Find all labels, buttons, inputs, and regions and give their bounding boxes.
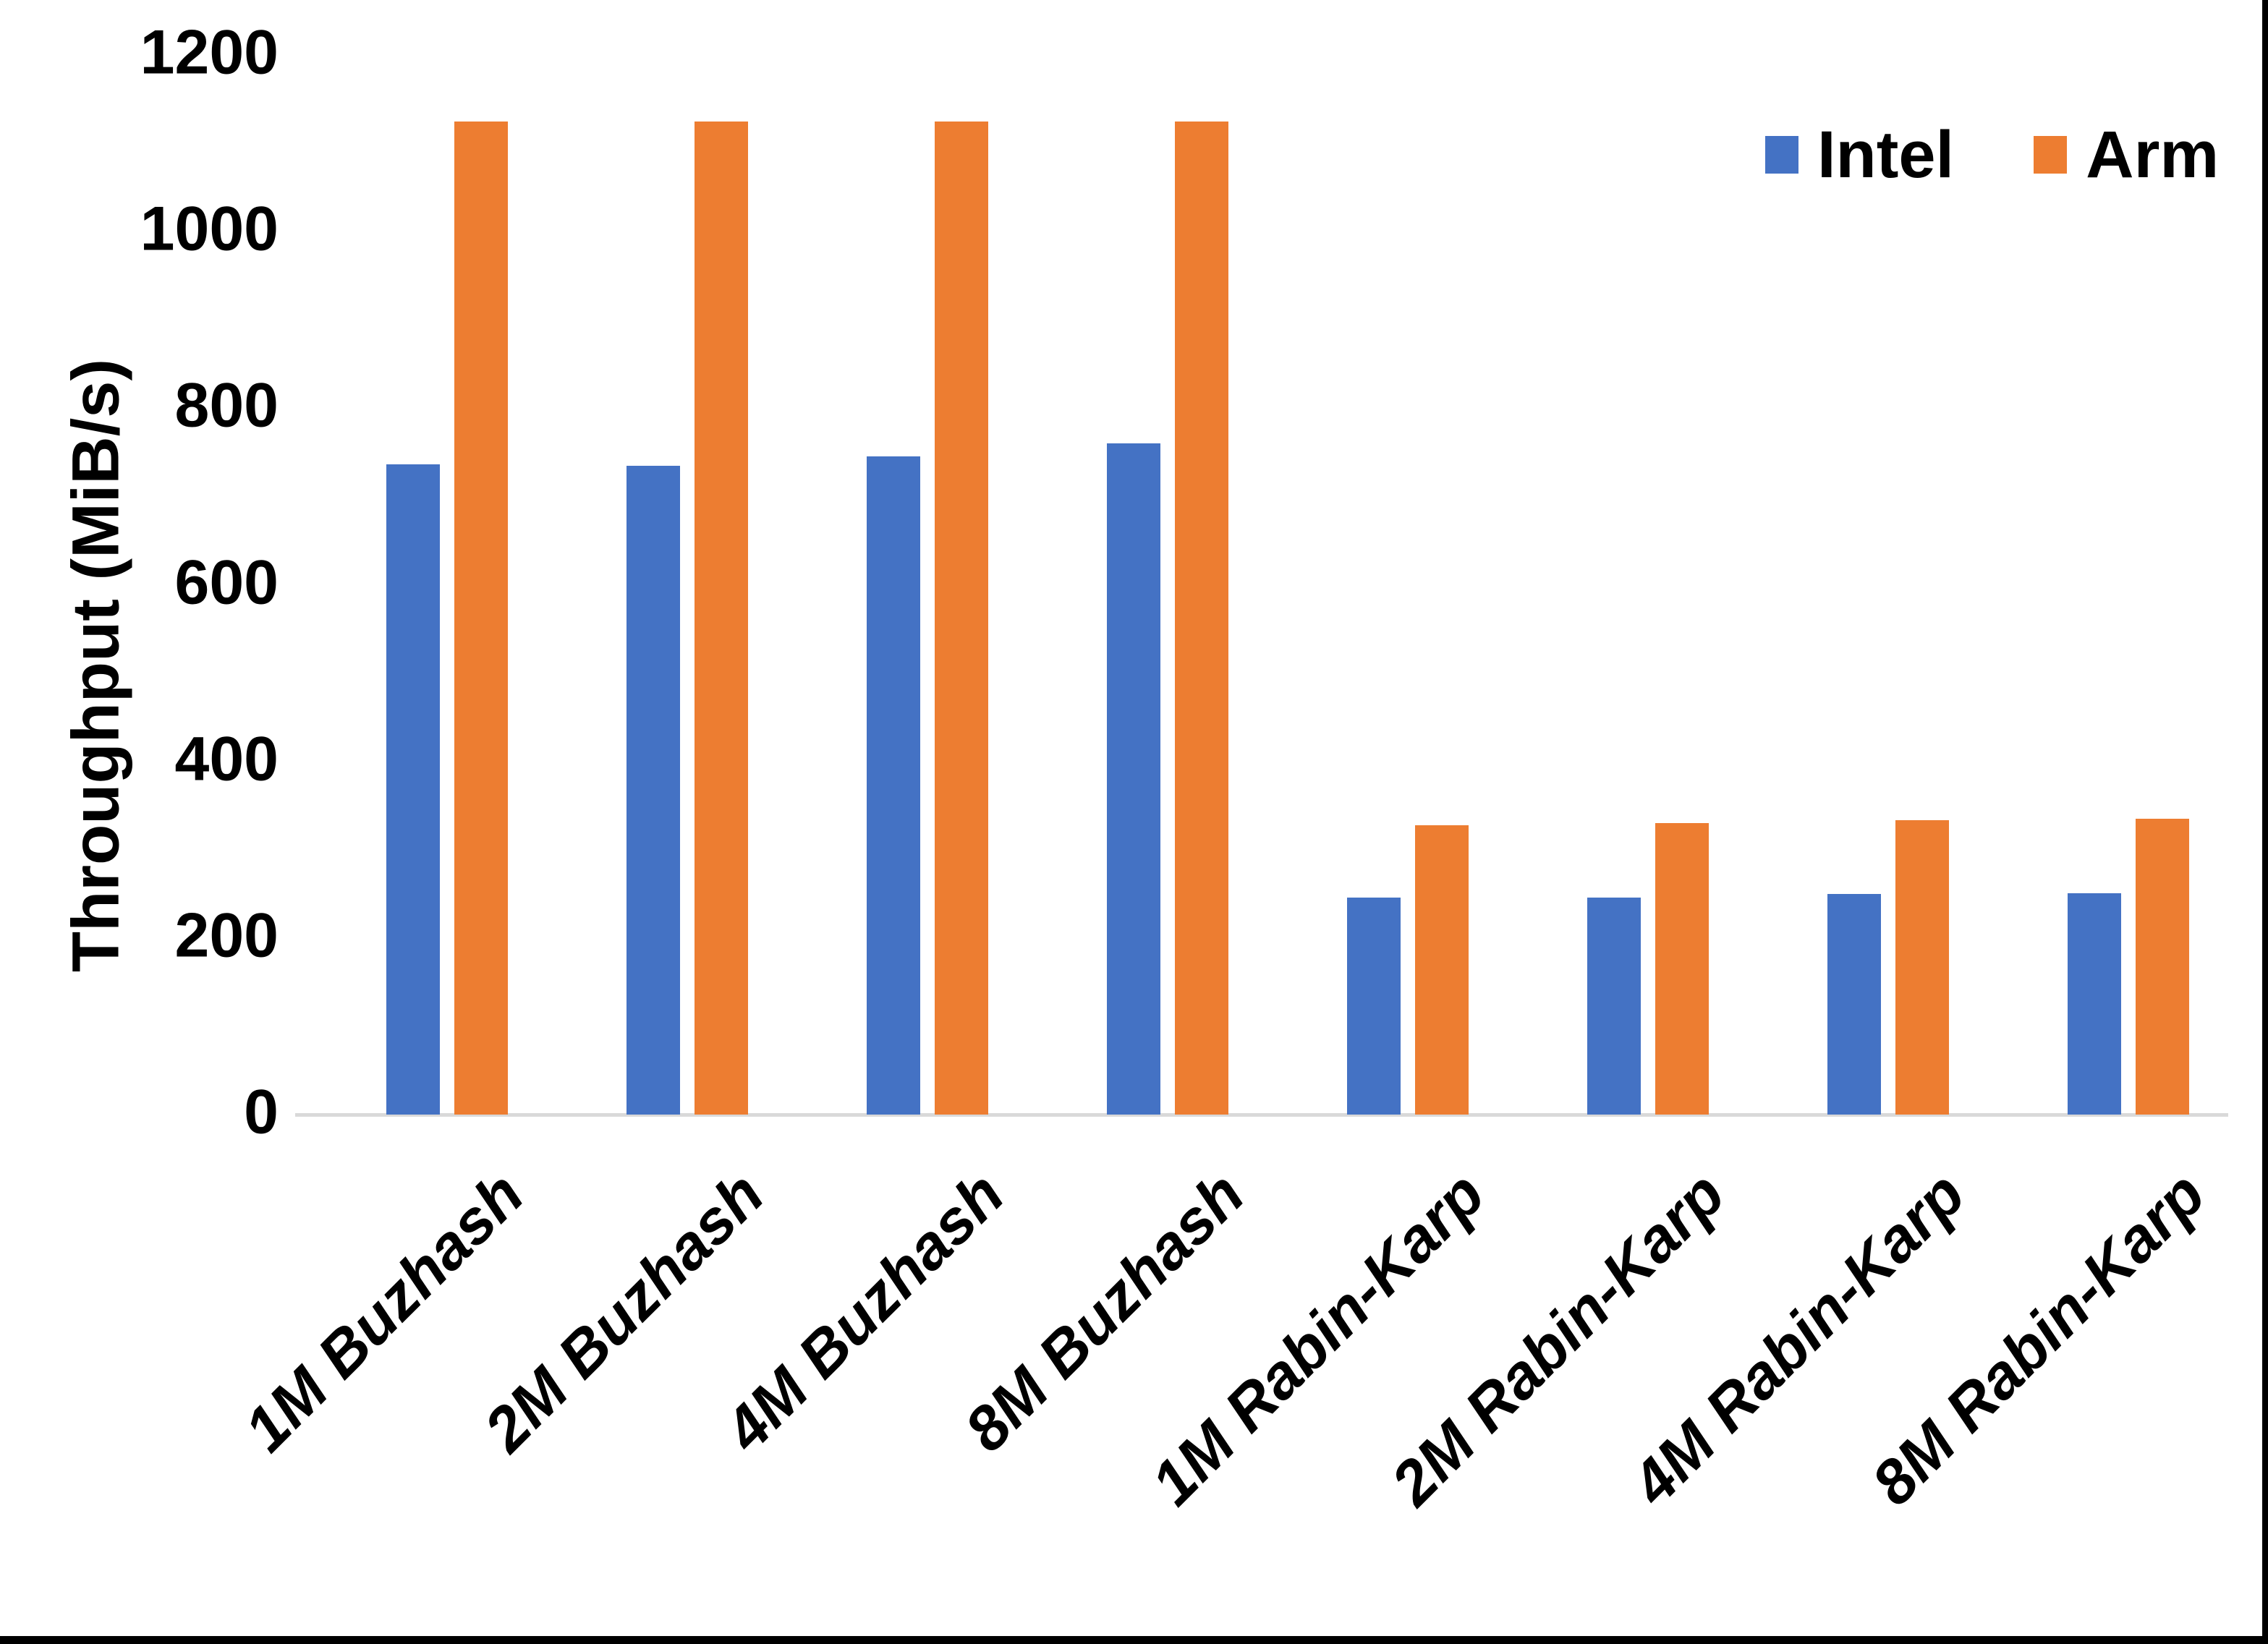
bar-arm-4m-rabin-karp bbox=[1895, 820, 1949, 1115]
y-tick-label: 0 bbox=[244, 1077, 279, 1147]
y-tick-label: 400 bbox=[174, 724, 279, 794]
bar-arm-8m-rabin-karp bbox=[2136, 819, 2189, 1115]
bar-intel-8m-rabin-karp bbox=[2068, 893, 2121, 1115]
y-axis-title: Throughput (MiB/s) bbox=[59, 358, 133, 973]
y-tick-label: 200 bbox=[174, 900, 279, 971]
bar-intel-2m-buzhash bbox=[627, 466, 680, 1115]
y-tick-label: 600 bbox=[174, 548, 279, 618]
legend-item-arm: Arm bbox=[2034, 122, 2219, 188]
bar-intel-4m-rabin-karp bbox=[1827, 894, 1881, 1115]
bar-arm-4m-buzhash bbox=[935, 122, 988, 1115]
bar-arm-2m-buzhash bbox=[695, 122, 748, 1115]
bar-intel-1m-buzhash bbox=[386, 464, 440, 1115]
legend-swatch-intel bbox=[1765, 136, 1798, 174]
bar-arm-8m-buzhash bbox=[1175, 122, 1228, 1115]
legend-label-intel: Intel bbox=[1817, 118, 1955, 192]
bar-arm-1m-rabin-karp bbox=[1415, 825, 1469, 1115]
legend-label-arm: Arm bbox=[2086, 118, 2220, 192]
legend-item-intel: Intel bbox=[1765, 122, 1954, 188]
legend: Intel Arm bbox=[1765, 122, 2219, 188]
screen-edge-right bbox=[2262, 0, 2268, 1644]
bar-intel-1m-rabin-karp bbox=[1347, 898, 1401, 1115]
x-axis-line bbox=[295, 1113, 2228, 1117]
bar-intel-8m-buzhash bbox=[1107, 443, 1160, 1115]
bar-arm-2m-rabin-karp bbox=[1655, 823, 1709, 1115]
screen-edge-bottom bbox=[0, 1636, 2268, 1644]
y-tick-label: 1200 bbox=[140, 17, 279, 88]
bar-intel-2m-rabin-karp bbox=[1587, 898, 1641, 1115]
y-tick-label: 800 bbox=[174, 370, 279, 440]
legend-swatch-arm bbox=[2034, 136, 2068, 174]
bar-arm-1m-buzhash bbox=[454, 122, 508, 1115]
bar-intel-4m-buzhash bbox=[867, 456, 920, 1115]
y-tick-label: 1000 bbox=[140, 194, 279, 264]
